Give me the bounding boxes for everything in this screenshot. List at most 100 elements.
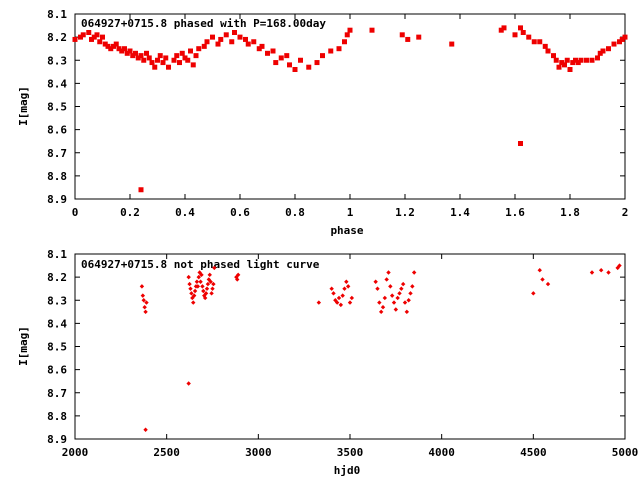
data-point [575,60,581,66]
data-point [597,50,603,56]
y-tick-label: 8.6 [47,124,67,137]
data-point [537,267,542,273]
data-point [198,279,203,284]
data-point [402,300,408,305]
axis-ticks: 2000 2500 3000 3500 4000 4500 5000 8.1 8.2 8.3 8.4… [47,248,638,459]
data-point [545,281,551,287]
data-point [174,53,180,59]
data-point [212,265,217,271]
data-point [553,57,559,63]
data-point [336,295,342,301]
data-point [342,39,347,45]
data-point [406,298,411,303]
data-point [578,57,584,63]
data-point [94,32,100,38]
y-tick-label: 8.1 [47,8,67,21]
data-point [207,272,212,278]
data-point [395,295,400,301]
data-point [349,295,355,301]
data-point [606,46,611,52]
data-point [209,291,214,296]
data-point [292,67,298,72]
data-point [600,48,606,54]
data-point [551,53,556,59]
data-point [329,286,334,291]
data-point [377,300,382,305]
data-point [389,293,395,298]
data-point [399,286,404,291]
y-tick-label: 8.4 [47,317,67,330]
data-point [91,34,97,40]
y-tick-label: 8.8 [47,170,67,183]
data-point [265,50,270,56]
data-point [328,48,334,54]
data-point [284,53,290,59]
data-point [449,41,455,47]
y-axis-label: I[mag] [17,326,30,366]
x-tick-label: 1.6 [505,206,525,219]
y-axis-label: I[mag] [17,86,30,126]
x-tick-label: 1.8 [560,206,580,219]
data-point [498,27,504,33]
data-point [347,300,353,305]
data-point [373,279,378,284]
x-tick-label: 4000 [428,446,455,459]
data-point [344,279,349,284]
data-point [545,48,551,54]
data-point [199,272,204,278]
data-point [344,32,350,38]
data-point [320,53,325,59]
data-point [278,55,284,61]
data-point [542,43,548,49]
data-point [210,286,215,291]
data-point [138,53,144,59]
phased-light-curve-panel: 064927+0715.8 phased with P=168.00day ph… [17,8,628,237]
data-points [72,25,628,193]
data-point [116,46,122,52]
data-point [273,60,279,66]
data-point [564,57,570,63]
data-point [617,39,622,45]
data-point [140,293,146,298]
x-axis-label: phase [330,224,363,237]
data-point [133,50,138,56]
data-point [570,60,576,66]
data-point [119,48,125,54]
y-tick-label: 8.8 [47,410,67,423]
data-point [204,39,210,45]
y-tick-label: 8.1 [47,248,67,261]
x-tick-label: 2000 [62,446,89,459]
data-point [78,34,83,40]
data-point [111,43,116,49]
data-point [380,304,386,310]
x-tick-label: 3500 [337,446,364,459]
data-point [155,57,160,63]
data-point [188,286,193,291]
data-point [138,187,144,193]
data-point [194,279,200,284]
chart-title: 064927+0715.8 not phased light curve [81,258,320,271]
data-point [251,39,257,45]
data-point [416,34,422,40]
y-tick-label: 8.7 [47,147,67,160]
x-tick-label: 1 [347,206,354,219]
data-point [388,284,393,289]
data-point [218,36,224,42]
data-point [192,288,198,294]
data-point [306,64,312,70]
data-point [202,295,208,301]
data-point [144,50,149,56]
data-point [166,64,171,70]
x-tick-label: 0.4 [175,206,195,219]
data-point [72,36,78,42]
data-point [316,300,322,305]
data-point [108,46,114,52]
x-tick-label: 4500 [520,446,547,459]
data-point [397,291,402,296]
data-point [188,48,193,54]
data-point [80,32,86,38]
data-point [196,274,201,280]
data-point [562,62,567,68]
y-tick-label: 8.2 [47,271,67,284]
